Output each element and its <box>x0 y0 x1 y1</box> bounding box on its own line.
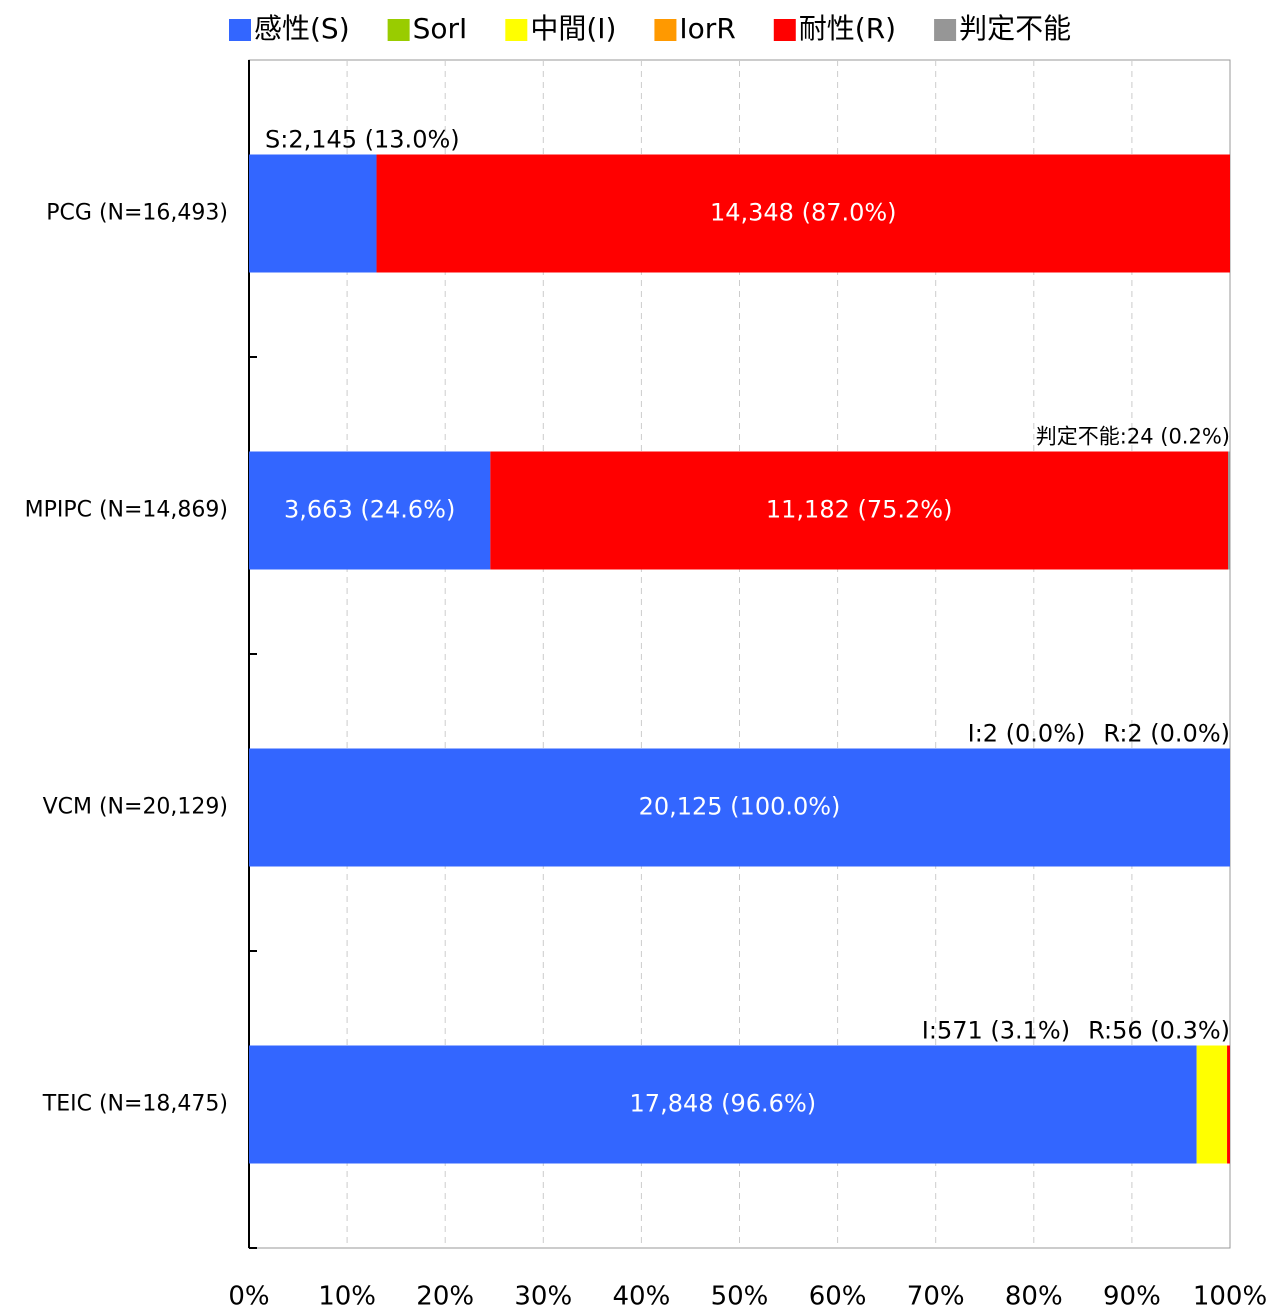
x-tick-label: 100% <box>1193 1282 1267 1309</box>
legend-label: 中間(I) <box>530 12 616 45</box>
x-tick-label: 90% <box>1103 1282 1161 1309</box>
legend-swatch <box>934 19 957 41</box>
x-tick-label: 20% <box>416 1282 474 1309</box>
y-tick-label: MPIPC (N=14,869) <box>25 498 228 523</box>
x-tick-label: 40% <box>613 1282 671 1309</box>
bar-segment <box>249 154 377 273</box>
x-tick-label: 0% <box>228 1282 269 1309</box>
bar-segment <box>376 154 1230 273</box>
bar-segment <box>249 1045 1197 1164</box>
data-label: 20,125 (100.0%) <box>639 793 841 821</box>
y-tick-label: TEIC (N=18,475) <box>42 1092 228 1117</box>
x-tick-label: 70% <box>907 1282 965 1309</box>
x-tick-label: 10% <box>318 1282 376 1309</box>
legend-label: 判定不能 <box>959 12 1071 45</box>
bar-segment <box>249 451 491 570</box>
legend-swatch <box>229 19 251 41</box>
x-tick-label: 60% <box>809 1282 867 1309</box>
legend-label: IorR <box>679 12 735 45</box>
legend-label: 耐性(R) <box>799 12 896 45</box>
legend-swatch <box>773 19 796 41</box>
data-label: 14,348 (87.0%) <box>710 199 897 227</box>
legend-label: SorI <box>413 12 468 45</box>
legend-swatch <box>505 19 528 41</box>
data-label: I:571 (3.1%) <box>922 1017 1070 1045</box>
data-label: 判定不能:24 (0.2%) <box>1036 425 1230 449</box>
legend-swatch <box>654 19 677 41</box>
data-label: 11,182 (75.2%) <box>766 496 953 524</box>
legend-swatch <box>387 19 410 41</box>
data-label: S:2,145 (13.0%) <box>265 126 460 154</box>
legend-label: 感性(S) <box>254 12 350 45</box>
bar-segment <box>490 451 1229 570</box>
y-tick-label: PCG (N=16,493) <box>46 201 228 226</box>
bar-segment <box>249 748 1230 867</box>
data-label: 17,848 (96.6%) <box>630 1090 817 1118</box>
data-label: R:2 (0.0%) <box>1103 720 1230 748</box>
data-label: I:2 (0.0%) <box>968 720 1086 748</box>
bar-segment <box>1228 451 1230 570</box>
bar-segment <box>1196 1045 1228 1164</box>
bar-segment <box>1227 1045 1230 1164</box>
data-label: R:56 (0.3%) <box>1088 1017 1230 1045</box>
x-tick-label: 50% <box>711 1282 769 1309</box>
data-label: 3,663 (24.6%) <box>284 496 455 524</box>
x-tick-label: 30% <box>514 1282 572 1309</box>
x-tick-label: 80% <box>1005 1282 1063 1309</box>
y-tick-label: VCM (N=20,129) <box>43 795 228 820</box>
